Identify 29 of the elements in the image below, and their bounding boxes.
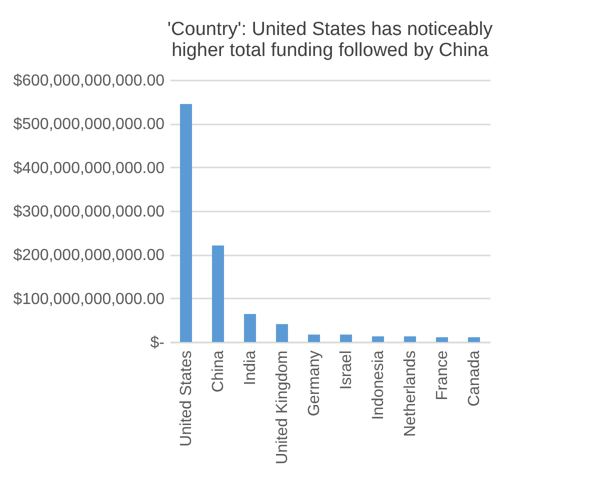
x-tick-label: Indonesia [370, 350, 387, 420]
bar [436, 337, 448, 342]
y-tick-label: $400,000,000,000.00 [13, 160, 165, 177]
x-tick-label: United States [178, 350, 195, 447]
y-tick-label: $- [150, 334, 164, 352]
x-tick-label: India [242, 350, 259, 386]
bar [340, 334, 352, 342]
y-tick-label: $200,000,000,000.00 [13, 247, 165, 264]
x-tick-label: Canada [466, 350, 483, 407]
y-tick-label: $300,000,000,000.00 [13, 204, 165, 220]
text: 'Country': United States has noticeably [167, 19, 493, 40]
x-tick-label: United Kingdom [274, 350, 291, 464]
y-tick-label: $600,000,000,000.00 [13, 72, 165, 90]
bar [372, 336, 384, 342]
y-tick-label: $100,000,000,000.00 [13, 290, 165, 308]
bar [404, 336, 416, 342]
bar [276, 324, 288, 342]
bar [180, 104, 192, 342]
x-tick-label: China [210, 350, 227, 392]
y-tick-label: $500,000,000,000.00 [13, 116, 165, 134]
bar [212, 245, 224, 342]
x-tick-label: Netherlands [402, 350, 419, 437]
x-tick-label: Germany [306, 350, 323, 416]
x-tick-label: France [434, 350, 451, 400]
x-tick-label: Israel [338, 350, 355, 390]
bar [244, 314, 256, 342]
bar [308, 334, 320, 342]
text: higher total funding followed by China [172, 40, 488, 61]
bar [468, 337, 480, 342]
